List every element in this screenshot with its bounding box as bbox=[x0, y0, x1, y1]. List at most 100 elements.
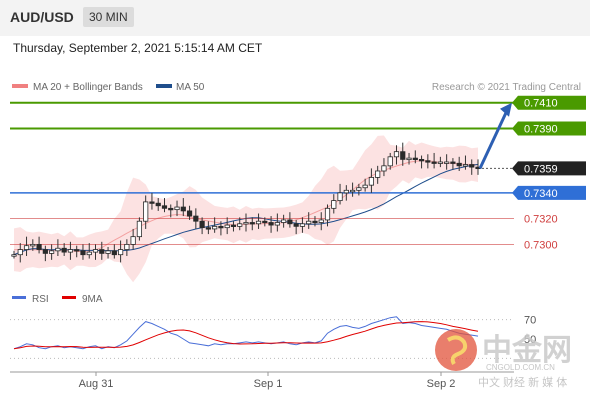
candle bbox=[456, 156, 462, 171]
candle bbox=[462, 155, 469, 170]
candle bbox=[136, 217, 143, 241]
candle-body bbox=[262, 220, 268, 224]
candle bbox=[425, 154, 431, 169]
candle-body bbox=[30, 243, 36, 247]
forecast-arrow-line bbox=[478, 112, 508, 170]
candle bbox=[387, 152, 393, 170]
candle-body bbox=[218, 225, 224, 229]
x-tick-label: Aug 31 bbox=[79, 378, 114, 390]
candle-body bbox=[349, 189, 356, 193]
candle-body bbox=[174, 206, 180, 211]
candle-body bbox=[205, 227, 211, 230]
candle bbox=[149, 192, 155, 210]
candle bbox=[281, 214, 287, 228]
candle-body bbox=[212, 225, 218, 230]
candle bbox=[324, 204, 331, 227]
candle bbox=[42, 245, 48, 262]
candle-body bbox=[375, 170, 381, 178]
candle bbox=[237, 217, 243, 231]
candle bbox=[30, 239, 36, 251]
candle-body bbox=[356, 187, 362, 191]
rsi-legend-swatch bbox=[12, 296, 26, 299]
pivot-tag bbox=[512, 185, 586, 200]
bb-legend-label: MA 20 + Bollinger Bands bbox=[33, 82, 143, 93]
candle bbox=[287, 212, 293, 228]
candle-body bbox=[268, 222, 274, 226]
candle bbox=[437, 156, 443, 168]
candle bbox=[268, 216, 274, 233]
candle bbox=[17, 243, 23, 263]
rsi-ma-legend-label: 9MA bbox=[82, 294, 103, 305]
resistance-tag bbox=[512, 121, 586, 136]
rsi-tick-label: 50 bbox=[524, 334, 536, 346]
candle bbox=[218, 221, 224, 236]
watermark-circle bbox=[435, 329, 477, 371]
candle-body bbox=[224, 224, 230, 229]
candle-body bbox=[418, 158, 425, 162]
candle-body bbox=[23, 245, 30, 250]
candle bbox=[49, 244, 55, 260]
candle-body bbox=[318, 219, 324, 223]
candle-body bbox=[306, 220, 312, 225]
x-tick-label: Sep 2 bbox=[427, 378, 456, 390]
candle bbox=[67, 241, 74, 260]
candle bbox=[400, 142, 406, 166]
candle bbox=[174, 200, 180, 217]
candle-body bbox=[111, 250, 117, 256]
candle-body bbox=[17, 249, 23, 256]
candle-body bbox=[168, 207, 174, 211]
candle bbox=[224, 217, 230, 235]
candle bbox=[168, 204, 174, 218]
candle-body bbox=[412, 157, 418, 161]
bollinger-band-area bbox=[14, 135, 478, 283]
candle-body bbox=[105, 250, 111, 254]
candle bbox=[36, 236, 42, 254]
candle bbox=[61, 243, 67, 256]
candle-body bbox=[299, 223, 306, 227]
candle-body bbox=[406, 157, 412, 161]
candle bbox=[205, 221, 211, 235]
candle bbox=[111, 244, 117, 259]
candle bbox=[80, 244, 86, 260]
candle bbox=[212, 217, 218, 233]
resistance-label: 0.7390 bbox=[524, 123, 558, 135]
support-label: 0.7320 bbox=[524, 214, 558, 226]
candle-body bbox=[331, 200, 337, 209]
candle bbox=[243, 213, 249, 232]
candle bbox=[23, 236, 30, 256]
candle-body bbox=[362, 184, 368, 189]
candle bbox=[412, 150, 418, 164]
candle bbox=[199, 217, 205, 235]
candle bbox=[161, 198, 168, 213]
candle-body bbox=[49, 250, 55, 254]
candle-body bbox=[117, 249, 124, 256]
candle-body bbox=[324, 207, 331, 221]
candle bbox=[99, 241, 105, 260]
candle bbox=[274, 213, 280, 232]
watermark-swirl bbox=[446, 335, 468, 365]
x-tick-label: Sep 1 bbox=[254, 378, 283, 390]
candle-body bbox=[161, 205, 168, 209]
candle-body bbox=[67, 249, 74, 253]
candle-body bbox=[343, 189, 349, 194]
candle bbox=[299, 217, 306, 233]
candle bbox=[444, 154, 450, 170]
candle bbox=[186, 205, 193, 220]
timeframe-button[interactable]: 30 MIN bbox=[83, 7, 134, 27]
candle-body bbox=[61, 247, 67, 253]
candle-body bbox=[337, 192, 343, 202]
candle-body bbox=[180, 206, 186, 212]
candle-body bbox=[11, 254, 17, 257]
candle-body bbox=[155, 202, 161, 207]
candle-body bbox=[368, 177, 375, 186]
candle bbox=[249, 217, 255, 231]
forecast-arrow-head bbox=[500, 102, 512, 117]
candle-body bbox=[237, 223, 243, 227]
candle bbox=[318, 212, 324, 231]
candle bbox=[362, 178, 368, 192]
candle bbox=[393, 145, 400, 165]
current-price-tag bbox=[512, 161, 586, 176]
ma50-legend-swatch bbox=[156, 84, 172, 88]
candle-body bbox=[186, 210, 193, 217]
